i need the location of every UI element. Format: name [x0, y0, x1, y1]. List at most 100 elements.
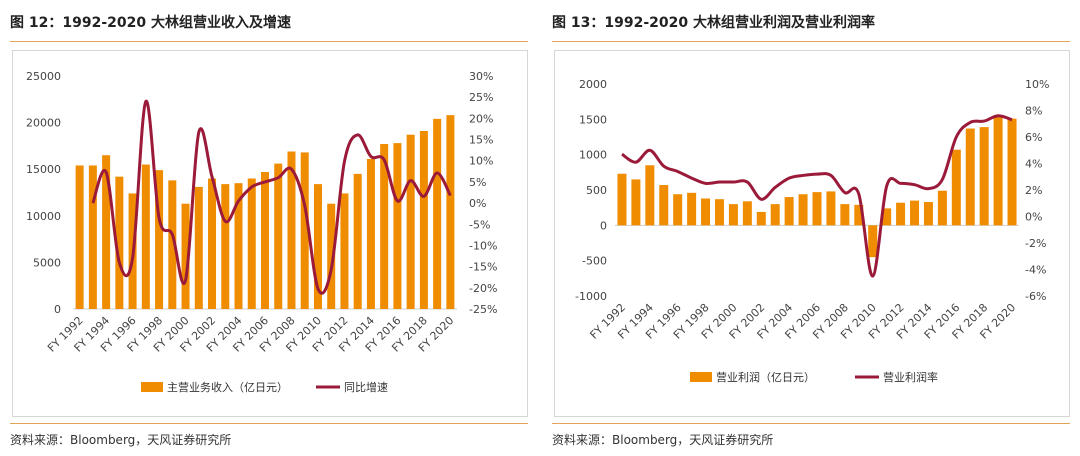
right-axis-tick-label: 10% [469, 155, 493, 168]
left-axis-tick-label: -1000 [575, 290, 607, 303]
bar [770, 204, 780, 226]
right-axis-tick-label: 30% [469, 70, 493, 83]
bar [659, 185, 669, 226]
bar [756, 211, 766, 226]
bar [115, 176, 124, 309]
bar [353, 173, 362, 309]
bar [247, 178, 256, 309]
operating-profit-margin-chart: 2000 1500 1000 500 0 -500 -1000 10% 8% 6% 4% 2% 0% -2… [575, 78, 1049, 384]
bar [300, 152, 309, 309]
right-axis-tick-label: 8% [1025, 105, 1042, 118]
left-axis-tick-label: 1500 [579, 113, 607, 126]
left-axis-tick-label: 10000 [26, 210, 61, 223]
figure-13-title: 图 13：1992-2020 大林组营业利润及营业利润率 [552, 15, 875, 31]
right-axis-tick-label: 6% [1025, 131, 1042, 144]
bar [380, 144, 389, 309]
bar [965, 128, 975, 226]
series-line [91, 99, 452, 295]
legend-bar-swatch [141, 382, 163, 392]
left-axis-tick-label: -500 [582, 255, 607, 268]
left-axis-tick-label: 0 [54, 303, 61, 316]
bar [673, 194, 683, 226]
bar [168, 180, 177, 309]
right-axis-tick-label: -15% [469, 261, 497, 274]
bar [951, 149, 961, 226]
right-axis-tick-label: -20% [469, 282, 497, 295]
legend-line-label: 同比增速 [344, 380, 388, 394]
bar [261, 171, 269, 309]
figure-12-source: 资料来源：Bloomberg，天风证券研究所 [10, 433, 232, 447]
bar [923, 202, 933, 226]
bar [313, 184, 322, 309]
bar [993, 115, 1003, 226]
right-axis-tick-label: 10% [1025, 78, 1049, 91]
bar [798, 194, 808, 226]
left-axis-tick-label: 500 [586, 184, 607, 197]
bar [910, 200, 920, 226]
figure-13-source: 资料来源：Bloomberg，天风证券研究所 [552, 433, 774, 447]
left-axis-tick-label: 25000 [26, 70, 61, 83]
figure-13-panel: 图 13：1992-2020 大林组营业利润及营业利润率 2000 1500 100… [552, 0, 1070, 456]
left-axis-tick-label: 2000 [579, 78, 607, 91]
bar [728, 204, 738, 226]
bar [714, 199, 724, 226]
right-axis-tick-label: -10% [469, 239, 497, 252]
revenue-growth-chart: 0 5000 10000 15000 20000 25000 30% 25% 20% 15% 10%… [26, 70, 497, 394]
left-axis-tick-label: 0 [600, 219, 607, 232]
bar [194, 186, 203, 309]
figure-12-chart-frame: 0 5000 10000 15000 20000 25000 30% 25% 20% 15% 10%… [12, 50, 528, 417]
bar [141, 164, 150, 309]
right-axis-tick-label: 20% [469, 112, 493, 125]
right-axis-tick-label: 4% [1025, 158, 1042, 171]
right-axis-tick-label: 0% [469, 197, 486, 210]
bar [234, 183, 243, 309]
legend-bar-swatch [690, 372, 712, 382]
bar [155, 170, 164, 309]
bar [868, 225, 878, 258]
bar [287, 151, 296, 309]
left-axis-tick-label: 15000 [26, 163, 61, 176]
right-axis-tick-label: 0% [1025, 211, 1042, 224]
figure-13-chart-frame: 2000 1500 1000 500 0 -500 -1000 10% 8% 6% 4% 2% 0% -2… [554, 50, 1070, 417]
bar [937, 190, 947, 226]
right-axis-tick-label: 25% [469, 91, 493, 104]
bar [75, 165, 84, 309]
legend-line-label: 营业利润率 [883, 370, 938, 384]
figure-12-bottom-rule [10, 423, 528, 424]
bar [433, 118, 442, 309]
legend-bar-label: 主营业务收入（亿日元） [167, 380, 288, 394]
bar [896, 202, 906, 226]
figure-12-panel: 图 12：1992-2020 大林组营业收入及增速 0 5000 10000 1500… [10, 0, 528, 456]
bar [742, 201, 752, 226]
bar [784, 197, 794, 226]
legend-bar-label: 营业利润（亿日元） [716, 370, 815, 384]
bar [102, 155, 111, 309]
bar [979, 127, 989, 226]
right-axis-tick-label: -25% [469, 303, 497, 316]
right-axis-tick-label: -5% [469, 218, 490, 231]
bar [645, 165, 655, 226]
bar [208, 178, 217, 309]
bar [631, 179, 641, 226]
figure-13-bottom-rule [552, 423, 1070, 424]
bar [617, 173, 627, 226]
figure-12-top-rule [10, 41, 528, 42]
left-axis-tick-label: 1000 [579, 149, 607, 162]
bar [340, 193, 349, 309]
figure-13-top-rule [552, 41, 1070, 42]
bar [406, 134, 415, 309]
bar [854, 204, 864, 226]
bar [1007, 118, 1017, 226]
bar [701, 198, 711, 226]
bar [221, 184, 230, 309]
bar [826, 191, 836, 226]
bar [882, 208, 892, 226]
bar [840, 204, 850, 226]
right-axis-tick-label: 2% [1025, 184, 1042, 197]
bar [687, 192, 697, 226]
bar [419, 130, 428, 309]
bar [366, 158, 375, 309]
series-line [621, 114, 1013, 278]
bar [393, 143, 402, 309]
right-axis-tick-label: -6% [1025, 290, 1046, 303]
